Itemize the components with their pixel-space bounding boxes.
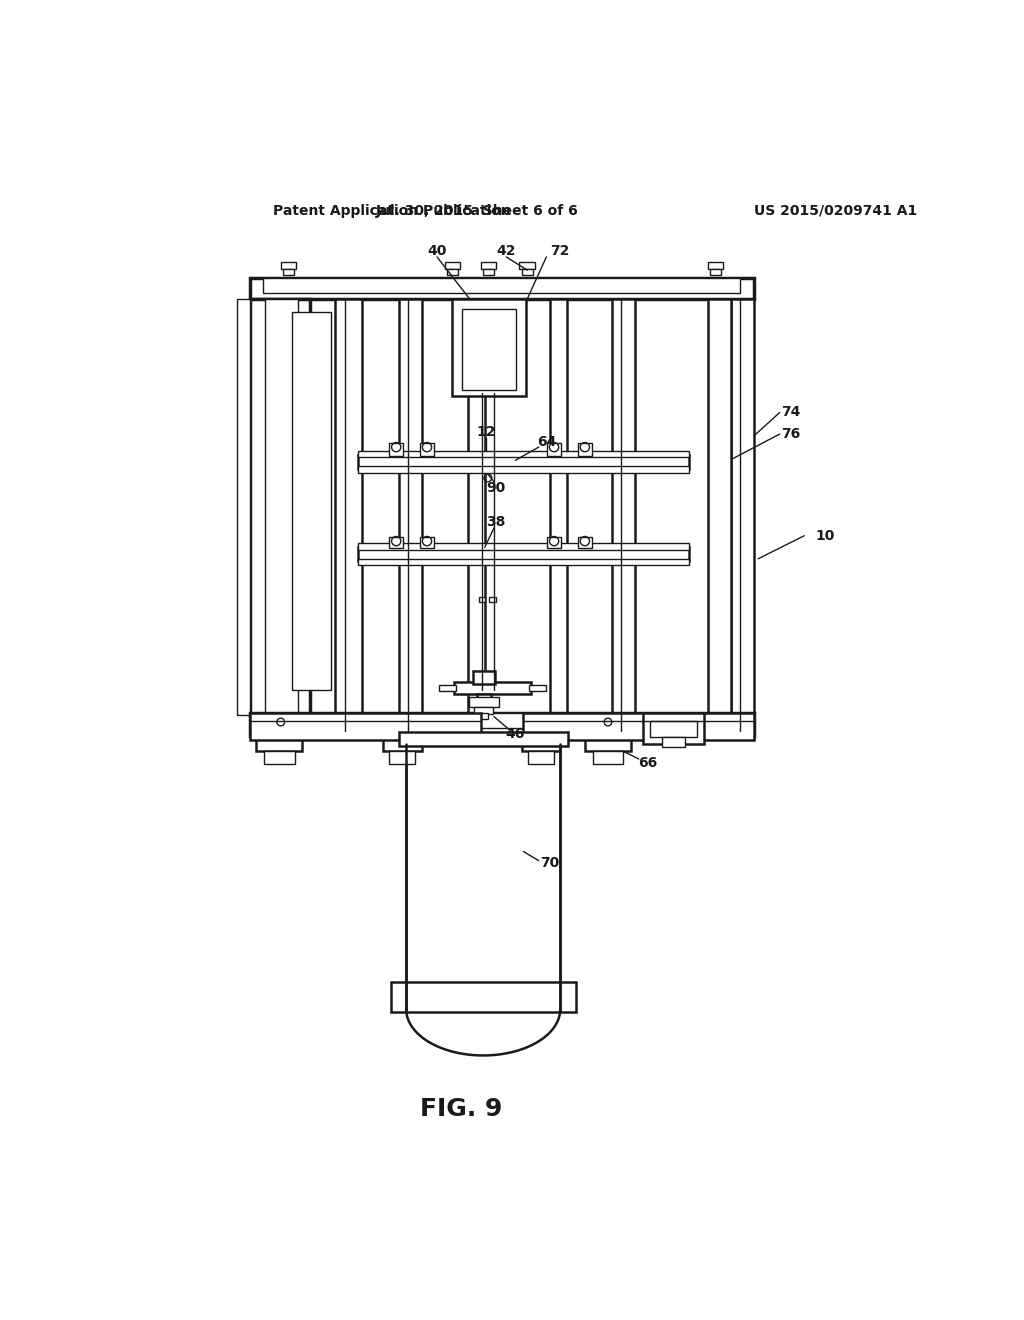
Bar: [550, 300, 567, 730]
Bar: [521, 269, 532, 275]
Bar: [357, 558, 689, 565]
Bar: [357, 466, 689, 473]
Bar: [391, 982, 575, 1011]
Bar: [731, 300, 755, 730]
Bar: [357, 455, 689, 469]
Bar: [357, 451, 689, 457]
Bar: [383, 734, 422, 751]
Text: 64: 64: [537, 434, 556, 449]
Text: 40: 40: [427, 244, 446, 257]
Text: 70: 70: [541, 855, 560, 870]
Bar: [438, 685, 456, 692]
Bar: [265, 300, 298, 715]
Bar: [250, 713, 481, 739]
Bar: [389, 751, 416, 763]
Bar: [263, 713, 740, 729]
Bar: [478, 597, 484, 602]
Bar: [264, 751, 295, 763]
Text: 12: 12: [476, 425, 496, 438]
Bar: [593, 751, 624, 763]
Bar: [398, 300, 422, 730]
Bar: [611, 300, 635, 730]
Bar: [453, 300, 525, 396]
Text: 76: 76: [781, 428, 801, 441]
Bar: [711, 269, 721, 275]
Bar: [469, 697, 499, 706]
Text: 10: 10: [816, 529, 836, 543]
Bar: [578, 537, 592, 548]
Bar: [447, 269, 458, 275]
Text: 74: 74: [781, 405, 801, 420]
Bar: [283, 269, 294, 275]
Bar: [578, 444, 592, 455]
Bar: [389, 537, 403, 548]
Bar: [528, 751, 554, 763]
Bar: [250, 713, 755, 737]
Bar: [473, 671, 495, 684]
Bar: [474, 706, 494, 714]
Bar: [256, 734, 302, 751]
Text: 38: 38: [486, 515, 506, 529]
Bar: [420, 444, 434, 455]
Text: 72: 72: [551, 244, 570, 257]
Text: 90: 90: [486, 480, 506, 495]
Text: US 2015/0209741 A1: US 2015/0209741 A1: [755, 203, 918, 218]
Bar: [519, 261, 535, 269]
Bar: [357, 544, 689, 549]
Bar: [335, 300, 361, 730]
Bar: [547, 537, 561, 548]
Bar: [521, 734, 560, 751]
Text: Jul. 30, 2015  Sheet 6 of 6: Jul. 30, 2015 Sheet 6 of 6: [376, 203, 579, 218]
Bar: [489, 597, 496, 602]
Text: Patent Application Publication: Patent Application Publication: [273, 203, 511, 218]
Bar: [468, 300, 484, 730]
Bar: [478, 713, 487, 719]
Bar: [389, 444, 403, 455]
Bar: [643, 713, 705, 743]
Bar: [547, 444, 561, 455]
Bar: [585, 734, 631, 751]
Text: 46: 46: [506, 727, 525, 742]
Bar: [407, 743, 560, 1010]
Text: 66: 66: [638, 756, 657, 770]
Bar: [420, 537, 434, 548]
Bar: [250, 300, 310, 715]
Bar: [708, 300, 731, 730]
Bar: [650, 721, 696, 738]
Bar: [281, 261, 296, 269]
Bar: [398, 733, 568, 746]
Bar: [481, 261, 497, 269]
Bar: [250, 277, 755, 300]
Bar: [292, 313, 331, 689]
Bar: [483, 269, 494, 275]
Bar: [523, 713, 755, 739]
Bar: [357, 548, 689, 561]
Bar: [708, 261, 724, 269]
Bar: [454, 682, 531, 694]
Bar: [263, 277, 740, 293]
Bar: [462, 309, 515, 391]
Bar: [444, 261, 460, 269]
Bar: [477, 693, 490, 713]
Bar: [237, 300, 250, 715]
Bar: [662, 738, 685, 747]
Bar: [529, 685, 547, 692]
Text: 42: 42: [497, 244, 516, 257]
Text: FIG. 9: FIG. 9: [421, 1097, 503, 1122]
